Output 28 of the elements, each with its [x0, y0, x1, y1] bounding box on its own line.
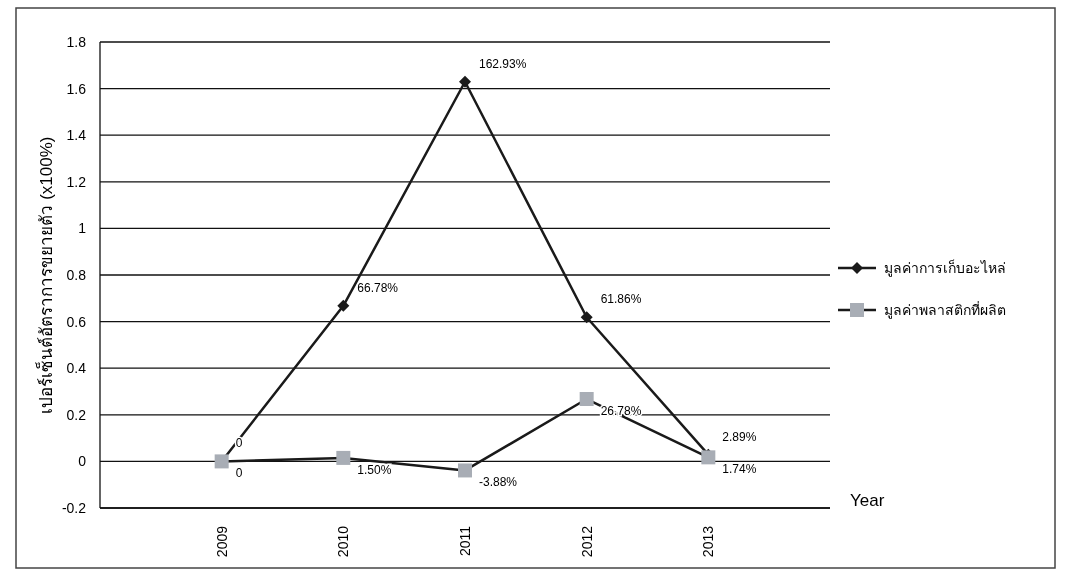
- data-label: 66.78%: [357, 280, 399, 295]
- y-tick-label: 1.6: [66, 80, 87, 97]
- x-tick-label: 2010: [335, 525, 352, 558]
- x-tick-label: 2013: [700, 525, 717, 558]
- legend-label: มูลค่าการเก็บอะไหล่: [884, 259, 1006, 277]
- data-label: 0: [235, 466, 243, 481]
- x-axis-title: Year: [850, 491, 885, 510]
- data-label: 1.74%: [722, 462, 757, 477]
- data-label: 61.86%: [600, 292, 642, 307]
- y-tick-label: 1.8: [66, 34, 87, 50]
- y-tick-label: 1.4: [66, 127, 87, 144]
- x-tick-label: 2011: [457, 525, 473, 557]
- x-tick-label: 2012: [578, 525, 595, 558]
- x-tick-label: 2009: [213, 525, 230, 558]
- data-label: 2.89%: [722, 429, 757, 444]
- legend-label: มูลค่าพลาสติกที่ผลิต: [884, 301, 1006, 319]
- data-label: -3.88%: [479, 475, 518, 490]
- y-tick-label: 0.2: [66, 406, 87, 423]
- data-label: 162.93%: [479, 56, 527, 71]
- y-tick-label: 0.8: [66, 267, 87, 283]
- y-tick-label: 0.6: [66, 313, 87, 330]
- y-tick-label: 0.4: [66, 360, 87, 377]
- y-axis-title: เปอร์เซ็นต์อัตราการขยายตัว (x100%): [35, 136, 56, 414]
- y-tick-label: 1.2: [66, 173, 87, 190]
- data-label: 1.50%: [357, 462, 392, 477]
- y-tick-label: 1: [78, 220, 87, 237]
- y-tick-label: -0.2: [61, 500, 87, 516]
- y-tick-label: 0: [78, 453, 87, 470]
